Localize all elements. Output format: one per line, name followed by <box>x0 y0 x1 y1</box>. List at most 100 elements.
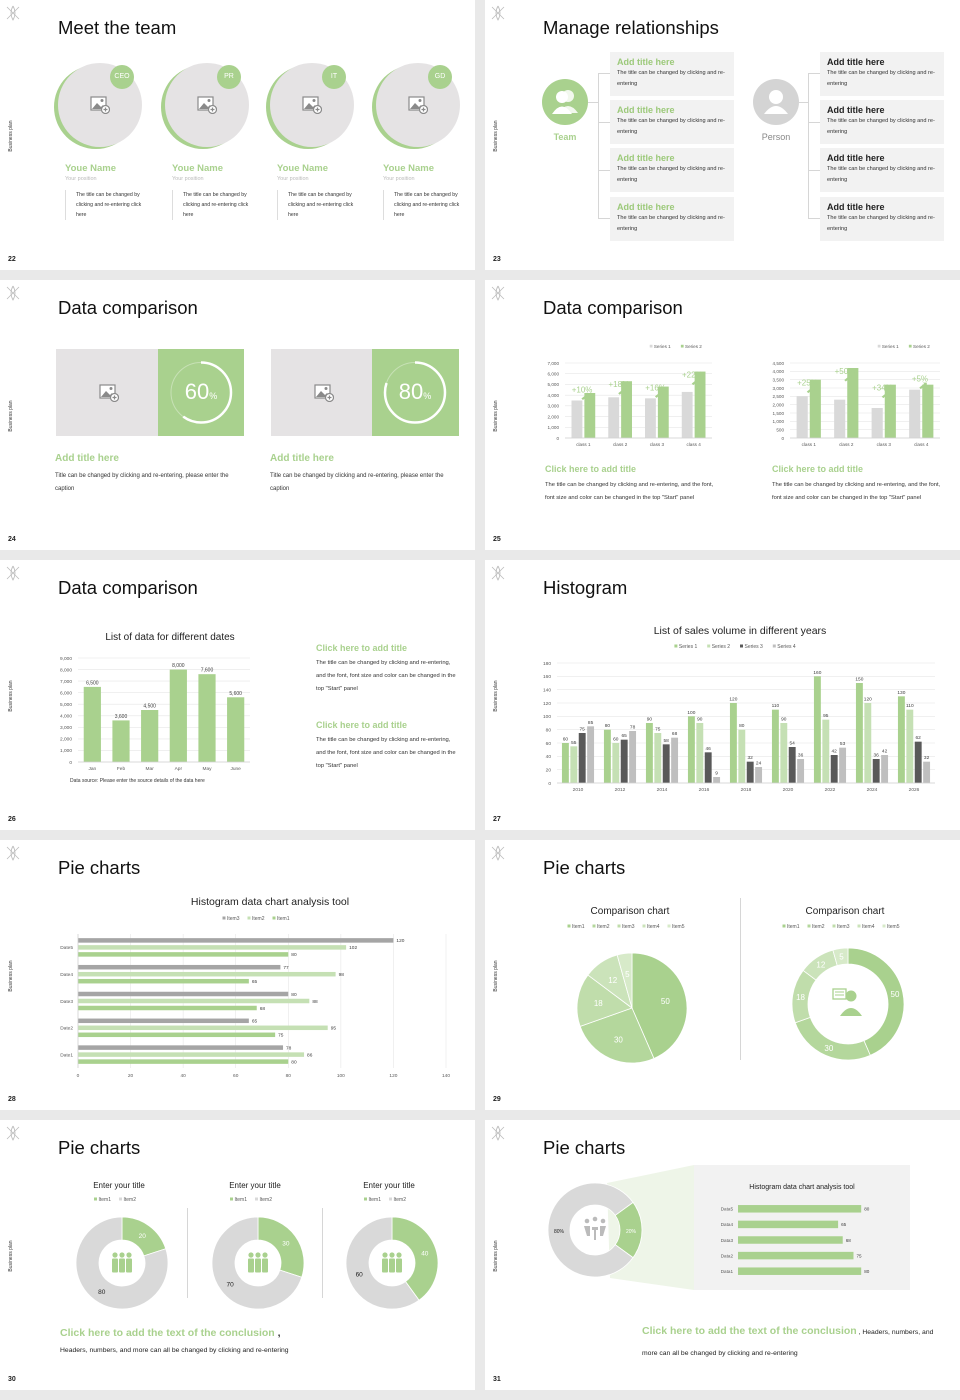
photo-placeholder[interactable] <box>56 349 158 436</box>
sidebar-label: Business plan <box>493 680 499 712</box>
bar <box>654 733 662 783</box>
bar <box>584 393 596 438</box>
slide-title: Data comparison <box>543 297 683 318</box>
slice-label: 18 <box>594 999 603 1008</box>
block-title[interactable]: Click here to add title <box>545 464 637 474</box>
team-item[interactable]: Add title here The title can be changed b… <box>610 148 734 192</box>
bar <box>881 755 889 783</box>
y-tick-label: 5,000 <box>60 702 72 708</box>
leaf-logo-icon <box>5 285 21 301</box>
conclusion-text[interactable]: Click here to add the text of the conclu… <box>642 1325 857 1337</box>
team-item[interactable]: Add title here The title can be changed b… <box>610 100 734 144</box>
y-tick-label: 0 <box>781 436 784 441</box>
bar <box>78 1018 249 1024</box>
bar <box>813 676 821 783</box>
legend-label: Item3 <box>622 924 635 930</box>
item-title: Add title here <box>827 105 885 115</box>
legend-swatch <box>94 1197 97 1201</box>
legend-label: Item1 <box>235 1197 248 1203</box>
legend-swatch <box>832 924 836 928</box>
team-member-card[interactable]: GD Youe Name Your position The title can… <box>372 60 473 240</box>
slide-26[interactable]: List of data for different dates 0 1,000 2,… <box>0 560 475 830</box>
x-tick-label: 2014 <box>657 787 668 793</box>
slide-23[interactable]: Team Add title here The title can be chan… <box>485 0 960 270</box>
person-item[interactable]: Add title here The title can be changed b… <box>820 100 944 144</box>
block-title[interactable]: Click here to add title <box>772 464 864 474</box>
team-item[interactable]: Add title here The title can be changed b… <box>610 197 734 241</box>
photo-placeholder[interactable] <box>376 63 460 147</box>
team-member-card[interactable]: PR Youe Name Your position The title can… <box>161 60 262 240</box>
y-tick-label: Data3 <box>721 1238 734 1243</box>
data-source: Data source: Please enter the source det… <box>70 778 205 784</box>
person-item[interactable]: Add title here The title can be changed b… <box>820 52 944 96</box>
item-text: The title can be changed by clicking and… <box>617 118 725 135</box>
team-item[interactable]: Add title here The title can be changed b… <box>610 52 734 96</box>
data-label: 80 <box>605 723 611 729</box>
slide-28[interactable]: Histogram data chart analysis tool Item3 I… <box>0 840 475 1110</box>
data-label: 36 <box>874 753 880 759</box>
photo-placeholder[interactable] <box>271 349 372 436</box>
bar <box>78 945 347 950</box>
bar <box>681 391 693 438</box>
slide-25[interactable]: 0 1,000 2,000 3,000 4,000 5,000 6,000 7,000 +10%… <box>485 280 960 550</box>
conclusion-text[interactable]: Click here to add the text of the conclu… <box>60 1327 275 1339</box>
bar <box>922 384 934 438</box>
legend-swatch <box>222 916 226 920</box>
percent-unit: % <box>423 391 432 401</box>
data-label: 102 <box>349 945 357 951</box>
data-label: 110 <box>772 703 780 709</box>
slide-27[interactable]: List of sales volume in different years S… <box>485 560 960 830</box>
y-tick-label: 0 <box>548 781 551 787</box>
block-title[interactable]: Click here to add title <box>316 720 408 730</box>
bar <box>141 710 159 762</box>
item-title: Add title here <box>827 57 885 67</box>
slide-30[interactable]: Enter your title Item1 Item2 20 80 Enter your… <box>0 1120 475 1390</box>
person-item[interactable]: Add title here The title can be changed b… <box>820 148 944 192</box>
team-member-card[interactable]: IT Youe Name Your position The title can… <box>266 60 367 240</box>
presenter-icon <box>832 988 862 1016</box>
leaf-logo-icon <box>490 285 506 301</box>
team-group-icon <box>248 1252 268 1273</box>
bar <box>872 759 880 783</box>
person-item[interactable]: Add title here The title can be changed b… <box>820 197 944 241</box>
block-title[interactable]: Click here to add title <box>316 643 408 653</box>
bar <box>657 386 669 438</box>
data-label: 75 <box>278 1033 284 1039</box>
slide-31[interactable]: 20% 80% Histogram data chart analysis tool… <box>485 1120 960 1390</box>
legend-label: Item1 <box>787 924 800 930</box>
person-body <box>389 1258 395 1273</box>
legend-label: Series 2 <box>685 344 702 349</box>
donut-charts: Enter your title Item1 Item2 20 80 Enter your… <box>75 1181 439 1310</box>
slide-29[interactable]: Comparison chart Item1 Item2 Item3 Item4 Item… <box>485 840 960 1110</box>
bar <box>662 744 670 783</box>
team-member-card[interactable]: CEO Youe Name Your position The title ca… <box>54 60 155 240</box>
data-label: 150 <box>855 677 863 683</box>
bar <box>884 384 896 438</box>
member-description: The title can be changed by clicking and… <box>65 190 147 220</box>
x-tick-label: 2010 <box>573 787 584 793</box>
data-label: 80 <box>739 723 745 729</box>
y-tick-label: 3,500 <box>773 377 785 382</box>
y-tick-label: 0 <box>556 436 559 441</box>
bar <box>738 1205 862 1213</box>
member-position: Your position <box>383 176 415 182</box>
y-tick-label: 4,000 <box>548 393 560 398</box>
data-label: 80 <box>291 952 297 958</box>
person-head <box>255 1252 261 1258</box>
sidebar-label: Business plan <box>493 1240 499 1272</box>
slide-24[interactable]: 60% Add title here Title can be changed … <box>0 280 475 550</box>
data-label: 65 <box>252 1019 258 1025</box>
legend-swatch <box>567 924 571 928</box>
slide-22[interactable]: CEO Youe Name Your position The title ca… <box>0 0 475 270</box>
y-tick-label: Date4 <box>60 972 73 978</box>
data-label: 9 <box>715 771 718 777</box>
bar <box>112 720 130 762</box>
data-label: 53 <box>840 741 846 747</box>
data-label: 95 <box>823 713 829 719</box>
sidebar-label: Business plan <box>493 120 499 152</box>
item-title: Add title here <box>617 202 675 212</box>
card-text: Title can be changed by clicking and re-… <box>55 473 229 492</box>
connector <box>808 218 820 219</box>
conclusion-link[interactable]: Click here to add the text of the conclu… <box>60 1327 281 1339</box>
chart-title: List of sales volume in different years <box>654 625 827 637</box>
